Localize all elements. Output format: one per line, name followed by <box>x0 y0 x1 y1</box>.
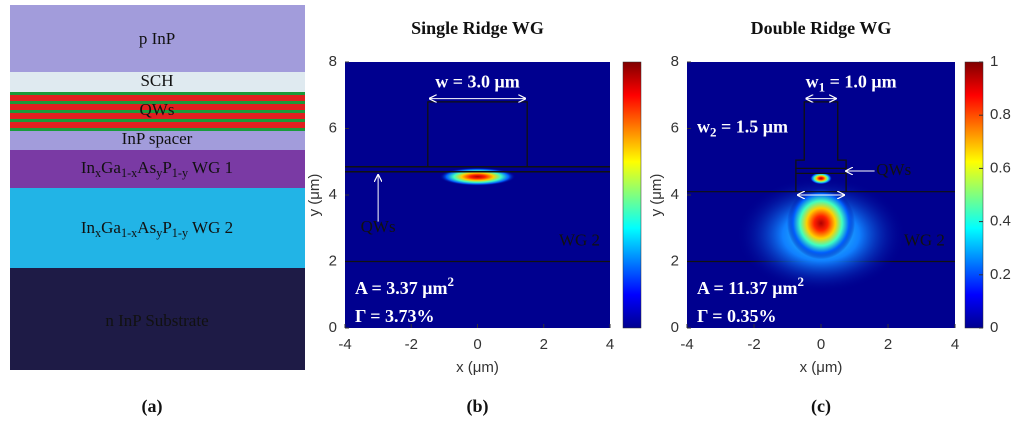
layer-spacer <box>10 131 305 150</box>
layer-label-part: As <box>137 218 156 237</box>
y-tick-label: 0 <box>671 319 679 336</box>
x-tick-label: -4 <box>680 336 693 353</box>
x-axis-label: x (μm) <box>456 359 499 376</box>
field-background <box>345 62 610 328</box>
colorbar-tick-label: 0 <box>990 319 998 336</box>
layer-label: InP spacer <box>122 129 193 148</box>
mode-field-qw <box>810 172 832 185</box>
y-tick-label: 0 <box>329 319 337 336</box>
w2-label-part: = 1.5 μm <box>716 117 787 137</box>
layer-label-part: 1-x <box>121 226 137 240</box>
area-label: A = 11.37 μm2 <box>697 274 804 298</box>
wg2-label: WG 2 <box>904 230 945 249</box>
layer-label-part: P <box>162 158 171 177</box>
y-axis-label: y (μm) <box>306 174 323 217</box>
qws-label: QWs <box>876 160 911 179</box>
w2-label-part: w <box>697 117 710 137</box>
qws-label: QWs <box>361 217 396 236</box>
layer-wg2 <box>10 188 305 268</box>
colorbar-tick-label: 0.8 <box>990 106 1011 123</box>
layer-label-part: x <box>95 166 101 180</box>
x-tick-label: 4 <box>951 336 959 353</box>
gamma-label: Γ = 3.73% <box>355 306 435 326</box>
layer-label-part: x <box>95 226 101 240</box>
panel-label: (a) <box>142 396 163 417</box>
w1-label-part: 1 <box>819 80 825 95</box>
layer-qws <box>10 92 305 131</box>
y-tick-label: 2 <box>671 252 679 269</box>
w1-label: w1 = 1.0 μm <box>806 72 897 95</box>
x-tick-label: -2 <box>747 336 760 353</box>
x-axis-label: x (μm) <box>800 359 843 376</box>
x-tick-label: 4 <box>606 336 614 353</box>
layer-label-part: WG 2 <box>188 218 233 237</box>
colorbar-tick-label: 0.4 <box>990 213 1011 230</box>
x-tick-label: 0 <box>817 336 825 353</box>
layer-p-inp <box>10 5 305 72</box>
panel-title: Single Ridge WG <box>411 18 544 38</box>
y-tick-label: 8 <box>329 53 337 70</box>
layer-label-part: P <box>162 218 171 237</box>
panel-label: (b) <box>467 396 489 417</box>
x-tick-label: -2 <box>405 336 418 353</box>
layer-label-part: 1-y <box>172 226 189 240</box>
layer-label-part: In <box>81 218 96 237</box>
y-tick-label: 4 <box>329 186 337 203</box>
layer-label-part: 1-y <box>172 166 189 180</box>
colorbar-tick-label: 0.6 <box>990 159 1011 176</box>
x-tick-label: -4 <box>338 336 351 353</box>
layer-label-part: 1-x <box>121 166 137 180</box>
wg2-label: WG 2 <box>559 230 600 249</box>
mode-field <box>439 167 516 186</box>
y-axis-label: y (μm) <box>648 174 665 217</box>
layer-label: n InP Substrate <box>105 311 208 330</box>
w2-label-part: 2 <box>710 124 716 139</box>
colorbar-tick-label: 0.2 <box>990 266 1011 283</box>
layer-wg1 <box>10 150 305 188</box>
layer-label: p InP <box>139 29 175 48</box>
layer-label-part: As <box>137 158 156 177</box>
panel-label: (c) <box>811 396 831 417</box>
layer-label: QWs <box>140 100 175 119</box>
x-tick-label: 0 <box>473 336 481 353</box>
x-tick-label: 2 <box>540 336 548 353</box>
layer-label-part: Ga <box>101 158 121 177</box>
area-label-part: 2 <box>797 274 803 289</box>
w1-label-part: w <box>806 72 819 92</box>
layer-label-part: y <box>156 226 163 240</box>
area-label: A = 3.37 μm2 <box>355 274 454 298</box>
y-tick-label: 2 <box>329 252 337 269</box>
y-tick-label: 4 <box>671 186 679 203</box>
y-tick-label: 8 <box>671 53 679 70</box>
colorbar <box>964 61 984 329</box>
layer-label-part: WG 1 <box>188 158 233 177</box>
colorbar-tick-label: 1 <box>990 53 998 70</box>
mode-field <box>787 187 855 260</box>
w2-label: w2 = 1.5 μm <box>697 117 788 140</box>
layer-substrate <box>10 268 305 370</box>
width-label: w = 3.0 μm <box>435 72 519 92</box>
area-label-part: A = 3.37 μm <box>355 278 447 298</box>
layer-label-part: In <box>81 158 96 177</box>
y-tick-label: 6 <box>329 119 337 136</box>
y-tick-label: 6 <box>671 119 679 136</box>
area-label-part: 2 <box>447 274 453 289</box>
colorbar <box>622 61 642 329</box>
layer-sch <box>10 72 305 92</box>
x-tick-label: 2 <box>884 336 892 353</box>
layer-label: InxGa1-xAsyP1-y WG 1 <box>81 158 233 180</box>
area-label-part: A = 11.37 μm <box>697 278 797 298</box>
layer-label: SCH <box>140 71 173 90</box>
gamma-label: Γ = 0.35% <box>697 306 777 326</box>
layer-label-part: Ga <box>101 218 121 237</box>
layer-label-part: y <box>156 166 163 180</box>
w1-label-part: = 1.0 μm <box>825 72 896 92</box>
layer-label: InxGa1-xAsyP1-y WG 2 <box>81 218 233 240</box>
panel-title: Double Ridge WG <box>751 18 892 38</box>
